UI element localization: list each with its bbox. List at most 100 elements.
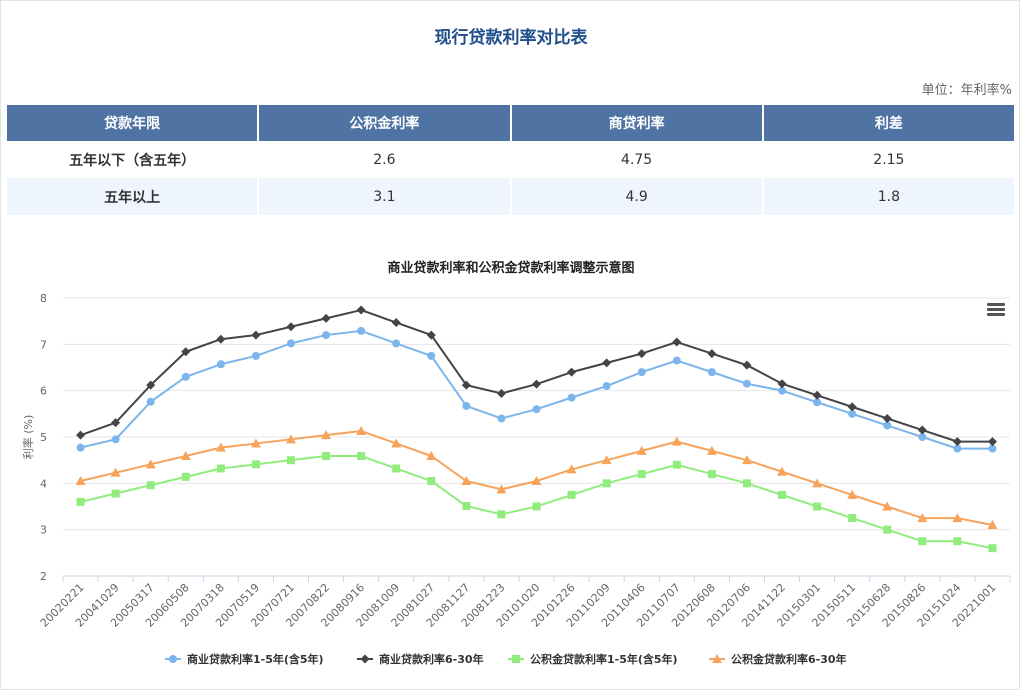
data-point xyxy=(76,497,85,506)
y-tick-label: 5 xyxy=(40,431,47,444)
table-row: 五年以下（含五年） 2.6 4.75 2.15 xyxy=(7,141,1014,178)
data-point xyxy=(110,467,121,477)
table-row: 五年以上 3.1 4.9 1.8 xyxy=(7,178,1014,215)
header-rate-diff: 利差 xyxy=(763,105,1014,141)
data-point xyxy=(356,425,367,435)
data-point xyxy=(286,456,295,465)
data-point xyxy=(848,514,857,523)
legend-label: 公积金贷款利率6-30年 xyxy=(731,652,847,666)
legend-label: 商业贷款利率6-30年 xyxy=(379,652,484,666)
data-point xyxy=(742,379,751,388)
data-point xyxy=(778,490,787,499)
cell-gjj-rate: 3.1 xyxy=(259,178,510,215)
y-tick-label: 8 xyxy=(40,292,47,305)
legend-label: 公积金贷款利率1-5年(含5年) xyxy=(530,652,678,666)
data-point xyxy=(636,445,647,455)
data-point xyxy=(392,464,401,473)
data-point xyxy=(181,347,191,357)
data-point xyxy=(322,451,331,460)
data-point xyxy=(496,484,507,494)
data-point xyxy=(145,459,156,469)
data-point xyxy=(917,513,928,523)
data-point xyxy=(146,481,155,490)
data-point xyxy=(427,351,436,360)
hamburger-menu-icon[interactable] xyxy=(987,303,1005,317)
data-point xyxy=(532,502,541,511)
series-line xyxy=(80,309,993,443)
data-point xyxy=(426,330,436,340)
header-gjj-rate: 公积金利率 xyxy=(259,105,510,141)
table-header-row: 贷款年限 公积金利率 商贷利率 利差 xyxy=(7,105,1014,141)
legend-label: 商业贷款利率1-5年(含5年) xyxy=(187,652,324,666)
y-tick-label: 6 xyxy=(40,385,47,398)
data-point xyxy=(987,437,997,447)
data-point xyxy=(180,450,191,460)
data-point xyxy=(602,382,611,391)
data-point xyxy=(567,490,576,499)
data-point xyxy=(496,388,506,398)
data-point xyxy=(812,478,823,488)
data-point xyxy=(321,430,332,440)
data-point xyxy=(812,390,822,400)
data-point xyxy=(988,544,997,553)
data-point xyxy=(707,470,716,479)
data-point xyxy=(426,450,437,460)
header-commercial-rate: 商贷利率 xyxy=(511,105,762,141)
legend-marker xyxy=(512,655,520,663)
data-point xyxy=(76,430,86,440)
y-axis-label: 利率 (%) xyxy=(21,415,35,460)
data-point xyxy=(637,470,646,479)
data-point xyxy=(250,438,261,448)
data-point xyxy=(76,443,85,452)
data-point xyxy=(462,401,471,410)
data-point xyxy=(847,402,857,412)
data-point xyxy=(882,501,893,511)
data-point xyxy=(917,425,927,435)
data-point xyxy=(567,393,576,402)
data-point xyxy=(357,326,366,335)
chart-title: 商业贷款利率和公积金贷款利率调整示意图 xyxy=(387,260,634,276)
data-point xyxy=(952,513,963,523)
data-point xyxy=(216,360,225,369)
data-point xyxy=(988,444,997,453)
data-point xyxy=(391,318,401,328)
data-point xyxy=(251,351,260,360)
data-point xyxy=(391,438,402,448)
cell-term: 五年以下（含五年） xyxy=(69,152,196,169)
data-point xyxy=(111,418,121,428)
cell-gjj-rate: 2.6 xyxy=(373,151,396,168)
legend-marker xyxy=(360,654,370,664)
data-point xyxy=(813,398,822,407)
data-point xyxy=(742,479,751,488)
data-point xyxy=(146,397,155,406)
data-point xyxy=(707,349,717,359)
header-term: 贷款年限 xyxy=(7,105,258,141)
data-point xyxy=(602,358,612,368)
data-point xyxy=(637,349,647,359)
data-point xyxy=(181,372,190,381)
data-point xyxy=(322,331,331,340)
data-point xyxy=(461,476,472,486)
legend-marker xyxy=(712,654,722,663)
data-point xyxy=(111,435,120,444)
data-point xyxy=(75,476,86,486)
rate-comparison-table: 贷款年限 公积金利率 商贷利率 利差 五年以下（含五年） 2.6 4.75 2.… xyxy=(5,105,1016,215)
data-point xyxy=(146,380,156,390)
data-point xyxy=(181,472,190,481)
data-point xyxy=(461,380,471,390)
legend-marker xyxy=(169,655,177,663)
data-point xyxy=(672,337,682,347)
y-tick-label: 2 xyxy=(40,570,47,583)
unit-label: 单位：年利率% xyxy=(921,83,1012,98)
data-point xyxy=(497,414,506,423)
cell-rate-diff: 2.15 xyxy=(873,151,905,168)
data-point xyxy=(707,368,716,377)
data-point xyxy=(427,477,436,486)
data-point xyxy=(602,479,611,488)
data-point xyxy=(672,356,681,365)
data-point xyxy=(671,436,682,446)
data-point xyxy=(286,322,296,332)
data-point xyxy=(111,489,120,498)
data-point xyxy=(847,489,858,499)
y-tick-label: 7 xyxy=(40,338,47,351)
